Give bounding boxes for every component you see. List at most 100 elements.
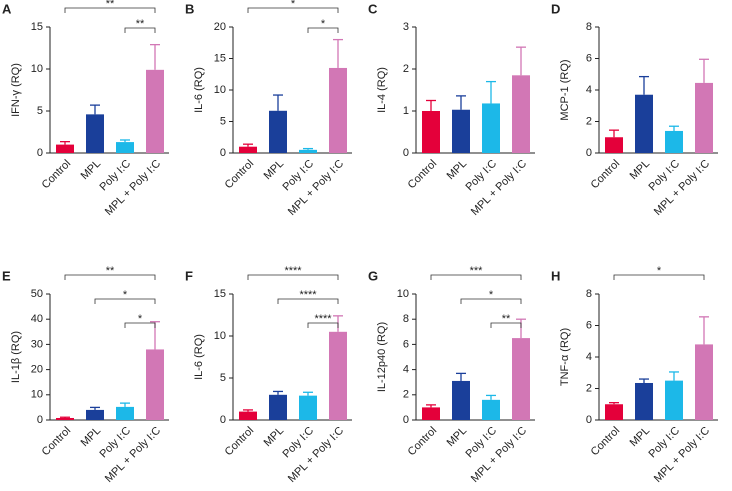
x-tick-label: MPL <box>628 425 652 449</box>
x-tick-label: MPL + Poly I:C <box>652 425 712 485</box>
y-tick-label: 8 <box>586 21 592 33</box>
significance-bracket <box>94 298 156 304</box>
bar <box>269 394 287 420</box>
bar <box>512 338 530 420</box>
significance-label: * <box>489 289 494 301</box>
panel-letter: H <box>551 268 560 283</box>
bar <box>665 130 683 153</box>
x-tick-label: Control <box>223 425 257 459</box>
bar <box>695 82 713 153</box>
bar <box>116 406 134 420</box>
y-axis-label: IL-12p40 (RQ) <box>376 322 388 392</box>
bar <box>512 75 530 153</box>
x-tick-label: MPL <box>262 158 286 182</box>
x-tick-label: Control <box>589 425 623 459</box>
bar <box>422 111 440 153</box>
y-axis-label: MCP-1 (RQ) <box>559 59 571 120</box>
significance-label: ** <box>106 0 115 10</box>
bar <box>116 142 134 153</box>
y-axis-label: IL-4 (RQ) <box>376 67 388 113</box>
significance-label: ** <box>106 265 115 277</box>
panel-letter: A <box>2 1 12 16</box>
y-tick-label: 10 <box>214 84 226 96</box>
significance-label: *** <box>470 265 484 277</box>
significance-label: * <box>138 313 143 325</box>
y-axis-label: IL-6 (RQ) <box>193 67 205 113</box>
y-axis-label: TNF-α (RQ) <box>559 328 571 386</box>
significance-bracket <box>277 298 339 304</box>
x-tick-label: MPL + Poly I:C <box>469 158 529 218</box>
y-tick-label: 10 <box>397 288 409 300</box>
x-tick-label: MPL + Poly I:C <box>652 158 712 218</box>
y-tick-label: 20 <box>214 21 226 33</box>
y-tick-label: 15 <box>214 52 226 64</box>
y-axis-label: IFN-γ (RQ) <box>10 63 22 117</box>
bar <box>695 344 713 420</box>
bar <box>329 331 347 420</box>
significance-bracket <box>124 322 156 328</box>
y-tick-label: 15 <box>214 288 226 300</box>
y-tick-label: 5 <box>37 105 43 117</box>
significance-label: **** <box>284 265 302 277</box>
x-tick-label: MPL + Poly I:C <box>103 425 163 485</box>
significance-bracket <box>490 322 522 328</box>
bar <box>665 380 683 420</box>
bar <box>635 94 653 153</box>
x-tick-label: MPL <box>628 158 652 182</box>
bar <box>239 411 257 420</box>
bar <box>56 417 74 420</box>
x-tick-label: MPL + Poly I:C <box>469 425 529 485</box>
y-tick-label: 4 <box>586 351 592 363</box>
x-tick-label: MPL + Poly I:C <box>286 158 346 218</box>
y-tick-label: 0 <box>403 414 409 426</box>
y-tick-label: 10 <box>214 330 226 342</box>
significance-bracket <box>64 7 156 13</box>
y-tick-label: 0 <box>586 147 592 159</box>
y-tick-label: 2 <box>586 382 592 394</box>
significance-bracket <box>307 322 339 328</box>
x-tick-label: Control <box>406 425 440 459</box>
bar <box>239 146 257 153</box>
significance-label: * <box>657 265 662 277</box>
bar <box>605 137 623 153</box>
panel-letter: D <box>551 1 560 16</box>
y-tick-label: 3 <box>403 21 409 33</box>
y-tick-label: 30 <box>31 338 43 350</box>
y-tick-label: 5 <box>220 372 226 384</box>
significance-label: ** <box>502 313 511 325</box>
x-tick-label: MPL <box>445 158 469 182</box>
bar <box>452 109 470 153</box>
bar <box>635 382 653 420</box>
x-tick-label: MPL <box>79 158 103 182</box>
significance-label: * <box>291 0 296 10</box>
significance-bracket <box>460 298 522 304</box>
y-tick-label: 1 <box>403 105 409 117</box>
x-tick-label: MPL <box>445 425 469 449</box>
y-tick-label: 50 <box>31 288 43 300</box>
y-tick-label: 40 <box>31 313 43 325</box>
y-tick-label: 2 <box>403 389 409 401</box>
y-tick-label: 6 <box>586 319 592 331</box>
significance-bracket <box>64 274 156 280</box>
panel-letter: C <box>368 1 378 16</box>
y-axis-label: IL-1β (RQ) <box>10 331 22 383</box>
y-tick-label: 0 <box>403 147 409 159</box>
bar <box>86 114 104 153</box>
significance-label: **** <box>314 313 332 325</box>
significance-bracket <box>247 274 339 280</box>
x-tick-label: Control <box>589 158 623 192</box>
x-tick-label: MPL + Poly I:C <box>286 425 346 485</box>
y-tick-label: 5 <box>220 115 226 127</box>
y-tick-label: 2 <box>586 115 592 127</box>
significance-bracket <box>247 7 339 13</box>
bar <box>299 395 317 420</box>
significance-bracket <box>307 27 339 33</box>
panel-letter: B <box>185 1 194 16</box>
